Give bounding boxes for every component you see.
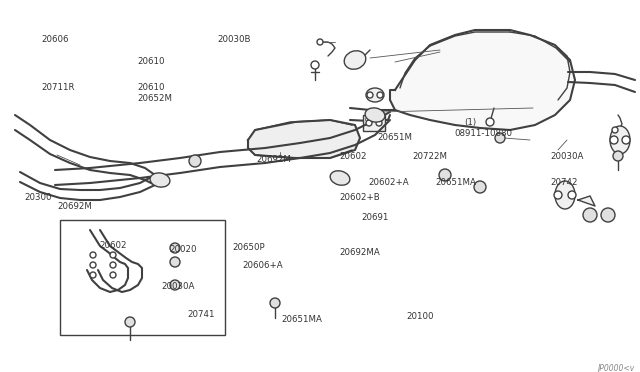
Text: 20741: 20741 — [187, 310, 214, 319]
Circle shape — [110, 262, 116, 268]
Polygon shape — [248, 120, 360, 158]
Ellipse shape — [610, 126, 630, 154]
Circle shape — [474, 181, 486, 193]
Circle shape — [613, 151, 623, 161]
Text: 20711R: 20711R — [42, 83, 75, 92]
Polygon shape — [390, 30, 575, 130]
Text: 20030B: 20030B — [218, 35, 251, 44]
Text: 08911-10880: 08911-10880 — [454, 129, 513, 138]
Circle shape — [189, 155, 201, 167]
Text: 20650P: 20650P — [232, 243, 265, 252]
Circle shape — [568, 191, 576, 199]
Text: 20651MA: 20651MA — [435, 178, 476, 187]
Text: 20030A: 20030A — [162, 282, 195, 291]
Text: 20030A: 20030A — [550, 152, 584, 161]
Circle shape — [311, 61, 319, 69]
Text: 20692M: 20692M — [256, 155, 291, 164]
Text: 20691: 20691 — [362, 213, 389, 222]
Circle shape — [170, 280, 180, 290]
Circle shape — [170, 257, 180, 267]
Text: 20602+A: 20602+A — [368, 178, 408, 187]
Circle shape — [125, 317, 135, 327]
Circle shape — [377, 92, 383, 98]
Circle shape — [366, 120, 372, 126]
Circle shape — [554, 191, 562, 199]
Text: 20602+B: 20602+B — [339, 193, 380, 202]
Circle shape — [170, 243, 180, 253]
Circle shape — [110, 272, 116, 278]
Circle shape — [317, 39, 323, 45]
Ellipse shape — [344, 51, 366, 69]
Circle shape — [622, 136, 630, 144]
Ellipse shape — [365, 108, 385, 122]
Text: 20742: 20742 — [550, 178, 578, 187]
Text: (1): (1) — [464, 118, 476, 127]
Circle shape — [90, 252, 96, 258]
Bar — [60, 220, 225, 335]
Bar — [363, 115, 385, 131]
Circle shape — [612, 127, 618, 133]
Ellipse shape — [555, 181, 575, 209]
Text: 20602: 20602 — [99, 241, 127, 250]
Circle shape — [486, 118, 494, 126]
Circle shape — [583, 208, 597, 222]
Text: 20602: 20602 — [339, 152, 367, 161]
Circle shape — [110, 252, 116, 258]
Circle shape — [367, 92, 373, 98]
Text: 20100: 20100 — [406, 312, 434, 321]
Circle shape — [376, 120, 382, 126]
Polygon shape — [578, 196, 595, 206]
Text: 20606: 20606 — [42, 35, 69, 44]
Text: 20651M: 20651M — [378, 133, 413, 142]
Ellipse shape — [366, 88, 384, 102]
Circle shape — [439, 169, 451, 181]
Circle shape — [495, 133, 505, 143]
Text: 20692MA: 20692MA — [339, 248, 380, 257]
Circle shape — [610, 136, 618, 144]
Circle shape — [90, 272, 96, 278]
Text: 20610: 20610 — [138, 83, 165, 92]
Text: 20692M: 20692M — [58, 202, 92, 211]
Text: 20651MA: 20651MA — [282, 315, 323, 324]
Text: JP0000<v: JP0000<v — [598, 364, 635, 372]
Text: 20606+A: 20606+A — [242, 262, 282, 270]
Text: 20300: 20300 — [24, 193, 52, 202]
Text: 20722M: 20722M — [413, 152, 448, 161]
Text: 20610: 20610 — [138, 57, 165, 66]
Ellipse shape — [150, 173, 170, 187]
Text: 20652M: 20652M — [138, 94, 173, 103]
Circle shape — [90, 262, 96, 268]
Text: 20020: 20020 — [170, 245, 197, 254]
Circle shape — [270, 298, 280, 308]
Ellipse shape — [330, 171, 350, 185]
Circle shape — [601, 208, 615, 222]
